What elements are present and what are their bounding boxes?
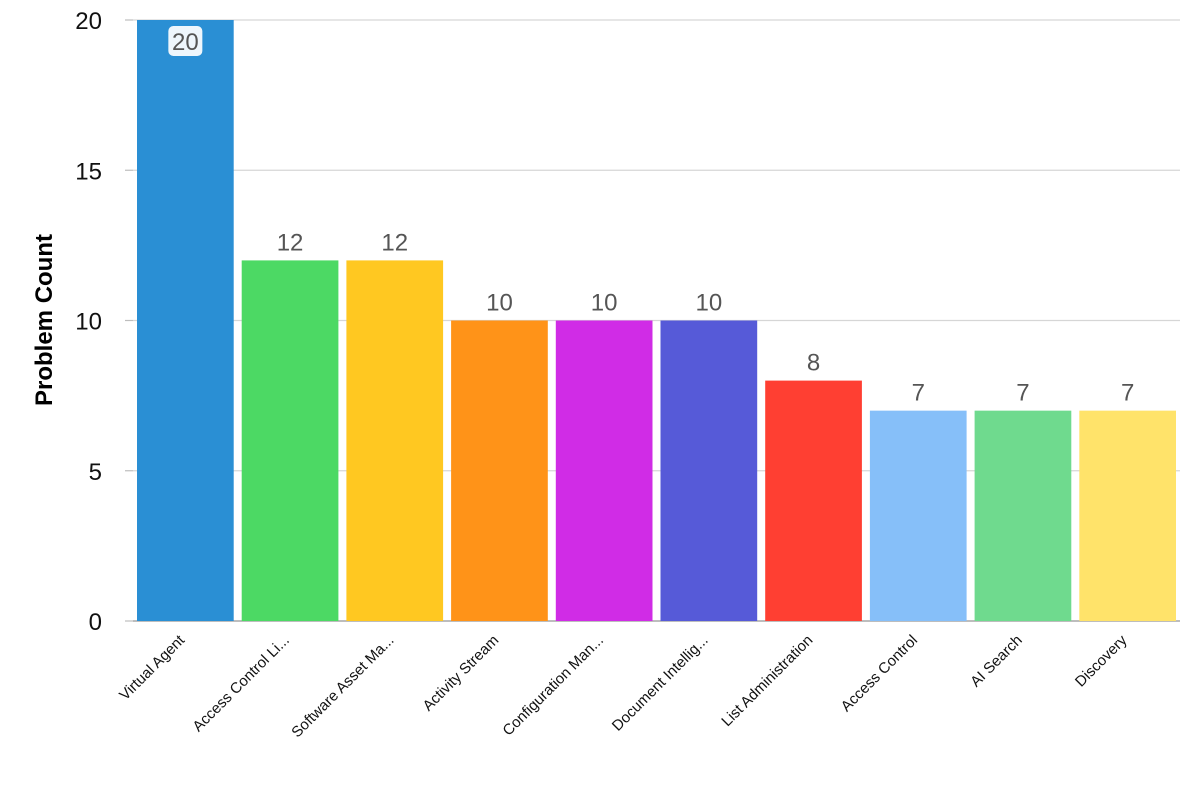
bar[interactable] (765, 380, 862, 621)
bar[interactable] (974, 410, 1072, 621)
x-tick-label: Virtual Agent (116, 631, 189, 704)
y-tick-label: 20 (75, 8, 102, 35)
bar[interactable] (137, 20, 234, 621)
y-tick-label: 10 (75, 309, 102, 336)
y-tick-label: 0 (89, 609, 102, 636)
x-tick-label: Activity Stream (420, 632, 503, 715)
x-tick-label: Discovery (1072, 631, 1131, 690)
data-label: 8 (807, 350, 820, 377)
y-tick-label: 15 (75, 158, 102, 185)
x-axis-ticks: Virtual Agent Access Control Li...Softwar… (116, 631, 1131, 741)
data-label: 12 (381, 229, 408, 256)
x-tick-label: Access Control (838, 632, 921, 715)
data-label: 12 (277, 229, 304, 256)
bar[interactable] (346, 260, 444, 621)
data-label-background (168, 26, 203, 56)
bar[interactable] (451, 320, 548, 622)
x-tick-label: Access Control Li... (189, 632, 292, 735)
bar[interactable] (660, 320, 758, 622)
x-tick-label: Software Asset Ma... (288, 632, 397, 741)
bar[interactable] (241, 260, 339, 621)
data-label: 7 (1016, 380, 1029, 407)
x-tick-label: AI Search (967, 632, 1026, 691)
data-label: 20 (172, 29, 199, 56)
data-label: 10 (591, 290, 618, 317)
x-tick-label: List Administration (718, 632, 816, 730)
data-label: 10 (486, 290, 513, 317)
x-tick-label: Document Intellig... (609, 632, 712, 735)
data-label: 7 (912, 380, 925, 407)
x-tick-label: Configuration Man... (499, 632, 607, 740)
y-axis-title: Problem Count (31, 234, 58, 406)
bars (137, 20, 1176, 621)
y-axis-ticks: 0 5 10 15 20 (75, 8, 102, 636)
data-label: 10 (695, 290, 722, 317)
y-tick-label: 5 (89, 459, 102, 486)
bar[interactable] (1079, 410, 1176, 621)
bar[interactable] (869, 410, 967, 621)
bar[interactable] (555, 320, 653, 622)
data-label: 7 (1121, 380, 1134, 407)
data-labels: 20 12 12 10 10 10 8 7 7 7 (168, 26, 1134, 407)
